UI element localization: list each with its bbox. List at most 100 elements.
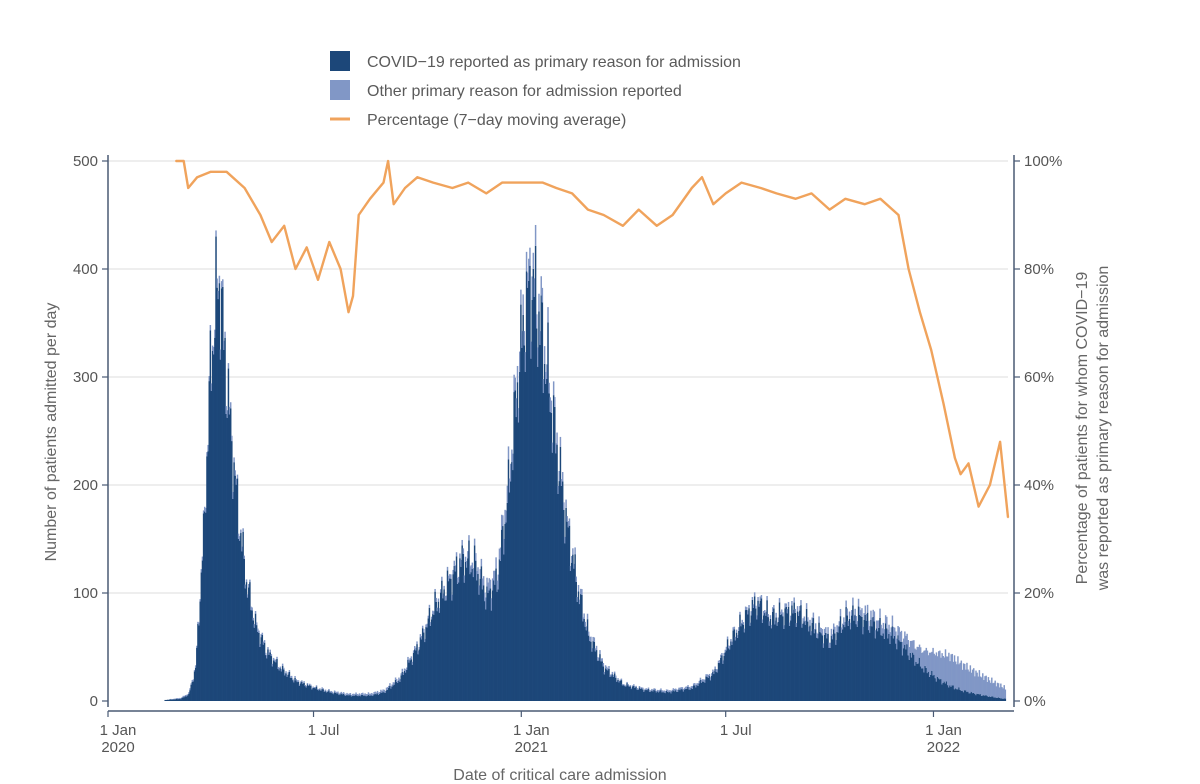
bar-covid [360,695,363,701]
percentage-point [999,440,1001,443]
bar-covid [676,691,678,701]
bar-covid [706,676,708,701]
bar-other [180,698,182,700]
bar-other [295,679,297,681]
bar-other [647,687,650,690]
bar-covid [857,606,860,701]
bar-covid [472,577,475,701]
bar-other [216,278,218,288]
y-right-tick-label: 0% [1024,693,1046,710]
bar-other [904,631,906,645]
bar-covid [526,287,529,701]
bar-other [992,683,994,697]
bar-other [808,626,810,632]
bar-covid [376,693,379,701]
bar-other [473,538,476,546]
bar-other [302,682,304,685]
bar-other [610,674,612,677]
bar-covid [689,689,692,701]
bar-other [296,680,299,683]
bar-other [567,521,570,528]
bar-covid [170,699,172,701]
bar-other [770,624,773,629]
bar-covid [856,626,859,701]
bar-covid [332,694,335,701]
bar-covid [821,635,824,701]
percentage-point [305,246,308,249]
bar-other [974,676,976,694]
bar-other [381,690,383,693]
bar-covid [950,687,952,701]
percentage-point [382,181,385,184]
bar-covid [410,659,413,701]
bar-other [561,472,564,482]
bar-other [467,551,469,559]
bar-other [735,629,738,633]
bar-covid [983,695,985,701]
bar-other [190,683,192,685]
percentage-point [1007,516,1009,519]
bar-covid [168,699,171,701]
bar-covid [634,687,636,701]
bar-other [609,674,611,677]
bar-covid [357,696,360,701]
bar-other [475,553,477,561]
bar-covid [411,664,414,701]
bar-other [685,686,687,690]
y-left-tick-label: 400 [73,261,98,278]
bar-other [504,509,506,524]
bar-covid [732,630,734,701]
bar-other [578,599,581,605]
bar-other [339,692,341,695]
bar-covid [552,395,555,701]
bar-covid [939,679,941,701]
bar-other [670,690,672,694]
bar-other [652,689,654,692]
bar-covid [260,637,262,701]
bar-other [201,556,204,561]
percentage-point [182,160,185,162]
bar-other [530,341,532,359]
bar-covid [655,692,658,701]
bar-covid [832,629,835,701]
bar-other [444,595,446,601]
bar-covid [423,632,425,701]
bar-covid [953,689,956,701]
bar-covid [908,659,911,701]
bar-covid [781,614,783,701]
bar-covid [574,554,576,701]
bar-covid [481,589,484,701]
legend-covid-swatch [330,51,350,71]
bar-other [506,485,509,503]
bar-other [648,689,651,692]
bar-other [417,650,419,655]
bar-covid [698,683,701,701]
bar-covid [165,699,168,701]
bar-other [238,536,241,541]
bar-covid [455,556,458,701]
bar-covid [607,670,609,701]
bar-covid [648,691,651,701]
bar-covid [229,408,232,701]
bar-other [987,677,990,697]
bar-covid [720,657,722,701]
bar-covid [744,610,747,701]
bar-other [280,669,283,672]
bar-covid [338,695,340,701]
bar-covid [925,667,928,701]
bar-covid [318,690,320,701]
bar-other [947,656,949,686]
bar-other [266,655,268,659]
percentage-point [328,241,331,243]
bar-covid [1004,698,1007,701]
bar-other [864,605,867,615]
bar-covid [690,688,693,701]
bar-covid [382,691,384,701]
bar-covid [756,619,758,701]
bar-covid [988,696,991,701]
bar-covid [904,644,906,701]
bar-other [330,690,332,693]
bar-other [696,683,698,686]
bar-other [952,661,955,686]
bar-covid [487,592,489,701]
